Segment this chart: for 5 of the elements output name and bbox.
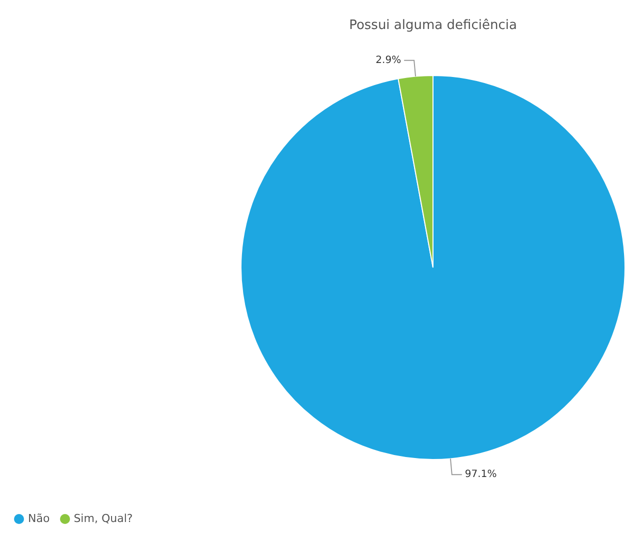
legend-label: Não — [28, 512, 50, 525]
chart-title: Possui alguma deficiência — [348, 18, 518, 33]
data-label: 2.9% — [376, 54, 402, 66]
legend-label: Sim, Qual? — [74, 512, 133, 525]
data-label: 97.1% — [464, 469, 497, 480]
